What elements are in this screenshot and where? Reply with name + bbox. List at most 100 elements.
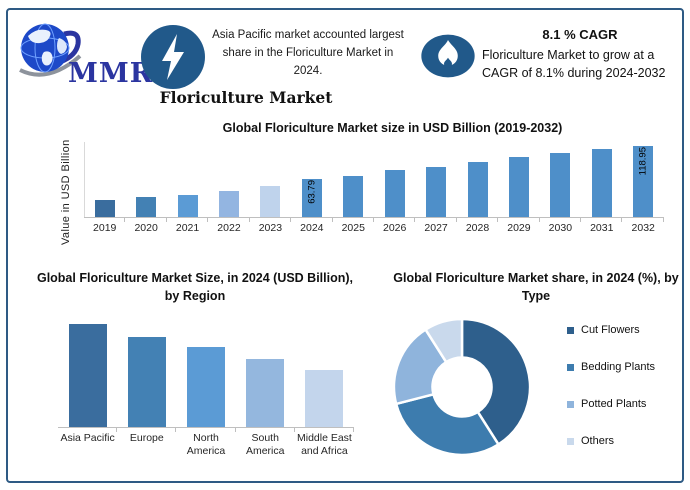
bar-north-america bbox=[187, 346, 225, 427]
bar-2020 bbox=[136, 197, 157, 217]
donut-slice-bedding-plants bbox=[394, 392, 501, 457]
region-chart-title: Global Floriculture Market Size, in 2024… bbox=[36, 271, 354, 303]
bar-2025 bbox=[343, 175, 364, 217]
x-axis-label-2024: 2024 bbox=[300, 222, 324, 234]
x-axis-tick bbox=[116, 428, 118, 432]
x-axis-label-2026: 2026 bbox=[382, 222, 407, 234]
bar-column-europe: Europe bbox=[117, 314, 177, 458]
bar-asia-pacific bbox=[68, 324, 107, 427]
bar-2031 bbox=[591, 149, 612, 217]
region-columns: Asia Pacific Europe North America South Ame… bbox=[58, 314, 355, 458]
x-axis-label-2032: 2032 bbox=[631, 222, 655, 234]
x-axis-label-2023: 2023 bbox=[258, 222, 283, 234]
x-axis-label: South America bbox=[245, 432, 285, 458]
cagr-block: 8.1 % CAGR Floriculture Market to grow a… bbox=[482, 27, 678, 82]
flame-badge bbox=[419, 32, 477, 85]
x-axis-label-2021: 2021 bbox=[175, 222, 200, 234]
bar-column-asia-pacific: Asia Pacific bbox=[58, 314, 118, 458]
bar-middle-east-and-africa bbox=[305, 369, 344, 427]
globe-logo-icon bbox=[19, 23, 82, 77]
market-size-y-axis-label: Value in USD Billion bbox=[60, 139, 72, 245]
x-axis-label: Middle East and Africa bbox=[296, 432, 352, 458]
x-axis-label-2027: 2027 bbox=[424, 222, 448, 234]
bar-value-label-2032: 118.95 bbox=[637, 146, 649, 175]
bar-2029 bbox=[508, 157, 529, 217]
x-axis-tick bbox=[165, 218, 167, 222]
legend-label: Others bbox=[581, 435, 615, 447]
legend-item-others: Others bbox=[567, 431, 655, 451]
bar-2032 bbox=[633, 145, 654, 217]
bar-2021 bbox=[177, 194, 198, 217]
bar-column-south-america: South America bbox=[235, 314, 295, 458]
donut-slice-others bbox=[423, 317, 464, 364]
bar-europe bbox=[127, 336, 166, 427]
x-axis-tick bbox=[414, 218, 416, 222]
headline-text: Asia Pacific market accounted largest sh… bbox=[212, 29, 404, 77]
bar-column-2030: 2030 bbox=[539, 142, 582, 235]
market-size-chart-title: Global Floriculture Market size in USD B… bbox=[222, 121, 563, 135]
bar-2024 bbox=[301, 178, 322, 217]
bar-2028 bbox=[467, 161, 488, 217]
flame-icon bbox=[421, 34, 475, 78]
x-axis-tick bbox=[538, 218, 540, 222]
lightning-badge bbox=[140, 24, 206, 95]
x-axis-label-2029: 2029 bbox=[507, 222, 531, 234]
x-axis-tick bbox=[372, 218, 374, 222]
x-axis-tick bbox=[497, 218, 499, 222]
mmr-logo: MMR bbox=[14, 18, 152, 89]
x-axis-tick bbox=[662, 218, 664, 222]
x-axis-tick bbox=[331, 218, 333, 222]
x-axis-tick bbox=[580, 218, 582, 222]
x-axis-label: North America bbox=[186, 432, 226, 458]
donut-chart bbox=[392, 317, 532, 457]
x-axis-tick bbox=[175, 428, 177, 432]
x-axis-label: Asia Pacific bbox=[60, 432, 115, 444]
bar-column-2024: 63.79 2024 bbox=[291, 142, 333, 235]
bar-south-america bbox=[246, 359, 285, 427]
x-axis-tick bbox=[124, 218, 126, 222]
bar-column-2032: 118.95 2032 bbox=[622, 142, 664, 235]
legend-swatch bbox=[567, 437, 574, 445]
bar-2026 bbox=[384, 169, 405, 217]
market-size-columns: 2019 2020 2021 2022 2023 63.79 2024 2025 2026 202… bbox=[84, 142, 664, 235]
bar-2019 bbox=[94, 200, 115, 217]
bar-2022 bbox=[218, 190, 239, 217]
legend-item-cut-flowers: Cut Flowers bbox=[567, 320, 655, 340]
bar-column-2025: 2025 bbox=[332, 142, 374, 235]
donut-legend: Cut Flowers Bedding Plants Potted Plants Ot… bbox=[567, 320, 655, 468]
market-size-chart: 2019 2020 2021 2022 2023 63.79 2024 2025 2026 202… bbox=[84, 142, 664, 235]
bar-column-2022: 2022 bbox=[208, 142, 250, 235]
bar-column-2029: 2029 bbox=[498, 142, 540, 235]
x-axis-tick bbox=[248, 218, 250, 222]
x-axis-tick bbox=[207, 218, 209, 222]
bar-column-2031: 2031 bbox=[581, 142, 623, 235]
bar-column-2023: 2023 bbox=[249, 142, 292, 235]
bar-column-2020: 2020 bbox=[125, 142, 167, 235]
page-title: Floriculture Market bbox=[159, 88, 333, 107]
cagr-body: Floriculture Market to grow at a CAGR of… bbox=[482, 48, 666, 80]
bar-column-2027: 2027 bbox=[415, 142, 457, 235]
legend-item-potted-plants: Potted Plants bbox=[567, 394, 655, 414]
bar-2030 bbox=[550, 153, 571, 217]
x-axis-tick bbox=[293, 428, 295, 432]
legend-label: Bedding Plants bbox=[581, 361, 655, 373]
x-axis-label-2019: 2019 bbox=[93, 222, 117, 234]
x-axis-label-2022: 2022 bbox=[217, 222, 241, 234]
bar-2023 bbox=[260, 186, 281, 217]
legend-item-bedding-plants: Bedding Plants bbox=[567, 357, 655, 377]
legend-swatch bbox=[567, 363, 574, 371]
bar-column-middle-east-and-africa: Middle East and Africa bbox=[294, 314, 355, 458]
cagr-heading: 8.1 % CAGR bbox=[542, 27, 618, 42]
bar-2027 bbox=[426, 166, 447, 217]
bar-column-2028: 2028 bbox=[456, 142, 499, 235]
x-axis-label-2030: 2030 bbox=[548, 222, 573, 234]
x-axis-tick bbox=[353, 428, 355, 432]
legend-label: Cut Flowers bbox=[581, 324, 640, 336]
x-axis-label-2031: 2031 bbox=[590, 222, 614, 234]
x-axis-tick bbox=[621, 218, 623, 222]
x-axis-label: Europe bbox=[129, 432, 164, 444]
legend-swatch bbox=[567, 400, 574, 408]
lightning-icon bbox=[141, 25, 205, 89]
bar-column-2019: 2019 bbox=[84, 142, 126, 235]
type-share-chart-title: Global Floriculture Market share, in 202… bbox=[393, 271, 679, 303]
